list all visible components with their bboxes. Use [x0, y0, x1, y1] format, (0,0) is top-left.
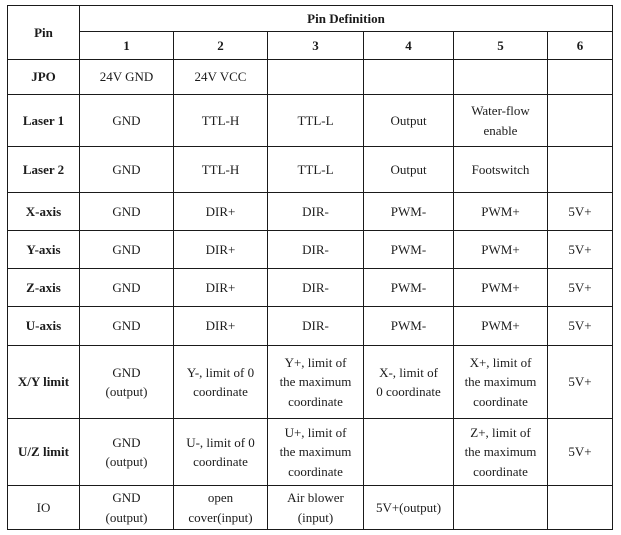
pin-cell: X+, limit of the maximum coordinate: [453, 345, 548, 419]
pin-number-header-4: 4: [363, 31, 454, 60]
pin-cell: TTL-H: [173, 94, 268, 147]
table-body: JPO 24V GND 24V VCC Laser 1 GND TTL-H TTL-L Out…: [7, 59, 613, 530]
pin-cell: DIR+: [173, 268, 268, 307]
header-row: Pin Pin Definition: [7, 5, 613, 60]
table-row-x-axis: X-axis GND DIR+ DIR- PWM- PWM+ 5V+: [7, 192, 613, 231]
table-row-jpo: JPO 24V GND 24V VCC: [7, 59, 613, 95]
pin-cell: GND (output): [79, 418, 174, 486]
row-label-io: IO: [7, 485, 80, 530]
pin-cell: Footswitch: [453, 146, 548, 193]
pin-cell: Y-, limit of 0 coordinate: [173, 345, 268, 419]
pin-cell: Air blower (input): [267, 485, 364, 530]
pin-cell: TTL-L: [267, 146, 364, 193]
pin-cell: [363, 59, 454, 95]
pin-cell: PWM-: [363, 192, 454, 231]
pin-cell: PWM+: [453, 230, 548, 269]
pin-cell: Output: [363, 94, 454, 147]
pin-cell: GND (output): [79, 485, 174, 530]
table-row-x-y-limit: X/Y limit GND (output) Y-, limit of 0 coor…: [7, 345, 613, 419]
row-label-u-z-limit: U/Z limit: [7, 418, 80, 486]
pin-cell: [453, 485, 548, 530]
pin-cell: DIR+: [173, 230, 268, 269]
pin-cell: PWM+: [453, 268, 548, 307]
pin-cell: GND: [79, 94, 174, 147]
row-label-laser-1: Laser 1: [7, 94, 80, 147]
pin-cell: U-, limit of 0 coordinate: [173, 418, 268, 486]
pin-cell: DIR+: [173, 306, 268, 346]
pin-cell: 24V GND: [79, 59, 174, 95]
pin-cell: GND: [79, 306, 174, 346]
row-label-x-axis: X-axis: [7, 192, 80, 231]
pin-cell: [547, 94, 613, 147]
row-label-y-axis: Y-axis: [7, 230, 80, 269]
table-row-laser-1: Laser 1 GND TTL-H TTL-L Output Water-flow ena…: [7, 94, 613, 147]
row-label-z-axis: Z-axis: [7, 268, 80, 307]
pin-cell: DIR-: [267, 306, 364, 346]
table-row-io: IO GND (output) open cover(input) Air blowe…: [7, 485, 613, 530]
pin-cell: TTL-L: [267, 94, 364, 147]
pin-number-header-5: 5: [453, 31, 548, 60]
table-row-u-axis: U-axis GND DIR+ DIR- PWM- PWM+ 5V+: [7, 306, 613, 346]
pin-cell: GND (output): [79, 345, 174, 419]
pin-cell: 24V VCC: [173, 59, 268, 95]
pin-cell: 5V+: [547, 345, 613, 419]
pin-number-header-2: 2: [173, 31, 268, 60]
row-label-u-axis: U-axis: [7, 306, 80, 346]
pin-cell: U+, limit of the maximum coordinate: [267, 418, 364, 486]
pin-cell: [547, 146, 613, 193]
pin-cell: TTL-H: [173, 146, 268, 193]
pin-cell: PWM+: [453, 192, 548, 231]
pin-cell: PWM-: [363, 306, 454, 346]
pin-cell: Z+, limit of the maximum coordinate: [453, 418, 548, 486]
pin-cell: Y+, limit of the maximum coordinate: [267, 345, 364, 419]
pin-cell: 5V+: [547, 306, 613, 346]
pin-cell: X-, limit of 0 coordinate: [363, 345, 454, 419]
pin-number-header-3: 3: [267, 31, 364, 60]
table-row-z-axis: Z-axis GND DIR+ DIR- PWM- PWM+ 5V+: [7, 268, 613, 307]
pin-cell: GND: [79, 230, 174, 269]
pin-cell: 5V+: [547, 268, 613, 307]
pin-cell: DIR-: [267, 268, 364, 307]
pin-cell: PWM-: [363, 268, 454, 307]
pin-cell: PWM-: [363, 230, 454, 269]
pin-cell: DIR-: [267, 192, 364, 231]
pin-cell: [547, 59, 613, 95]
table-row-laser-2: Laser 2 GND TTL-H TTL-L Output Footswitch: [7, 146, 613, 193]
pin-cell: PWM+: [453, 306, 548, 346]
pin-cell: DIR-: [267, 230, 364, 269]
pin-cell: [453, 59, 548, 95]
pin-cell: Water-flow enable: [453, 94, 548, 147]
pin-cell: 5V+(output): [363, 485, 454, 530]
pin-cell: 5V+: [547, 230, 613, 269]
pin-cell: open cover(input): [173, 485, 268, 530]
pin-corner-header: Pin: [7, 5, 80, 60]
row-label-x-y-limit: X/Y limit: [7, 345, 80, 419]
pin-number-header-6: 6: [547, 31, 613, 60]
pin-number-header-1: 1: [79, 31, 174, 60]
pin-definition-title: Pin Definition: [79, 5, 613, 32]
table-row-u-z-limit: U/Z limit GND (output) U-, limit of 0 coor…: [7, 418, 613, 486]
row-label-jpo: JPO: [7, 59, 80, 95]
pin-cell: DIR+: [173, 192, 268, 231]
pin-cell: GND: [79, 268, 174, 307]
pin-cell: Output: [363, 146, 454, 193]
pin-cell: 5V+: [547, 192, 613, 231]
pin-cell: GND: [79, 146, 174, 193]
pin-cell: GND: [79, 192, 174, 231]
pin-cell: [267, 59, 364, 95]
pin-cell: [363, 418, 454, 486]
pin-cell: [547, 485, 613, 530]
pin-cell: 5V+: [547, 418, 613, 486]
row-label-laser-2: Laser 2: [7, 146, 80, 193]
table-row-y-axis: Y-axis GND DIR+ DIR- PWM- PWM+ 5V+: [7, 230, 613, 269]
